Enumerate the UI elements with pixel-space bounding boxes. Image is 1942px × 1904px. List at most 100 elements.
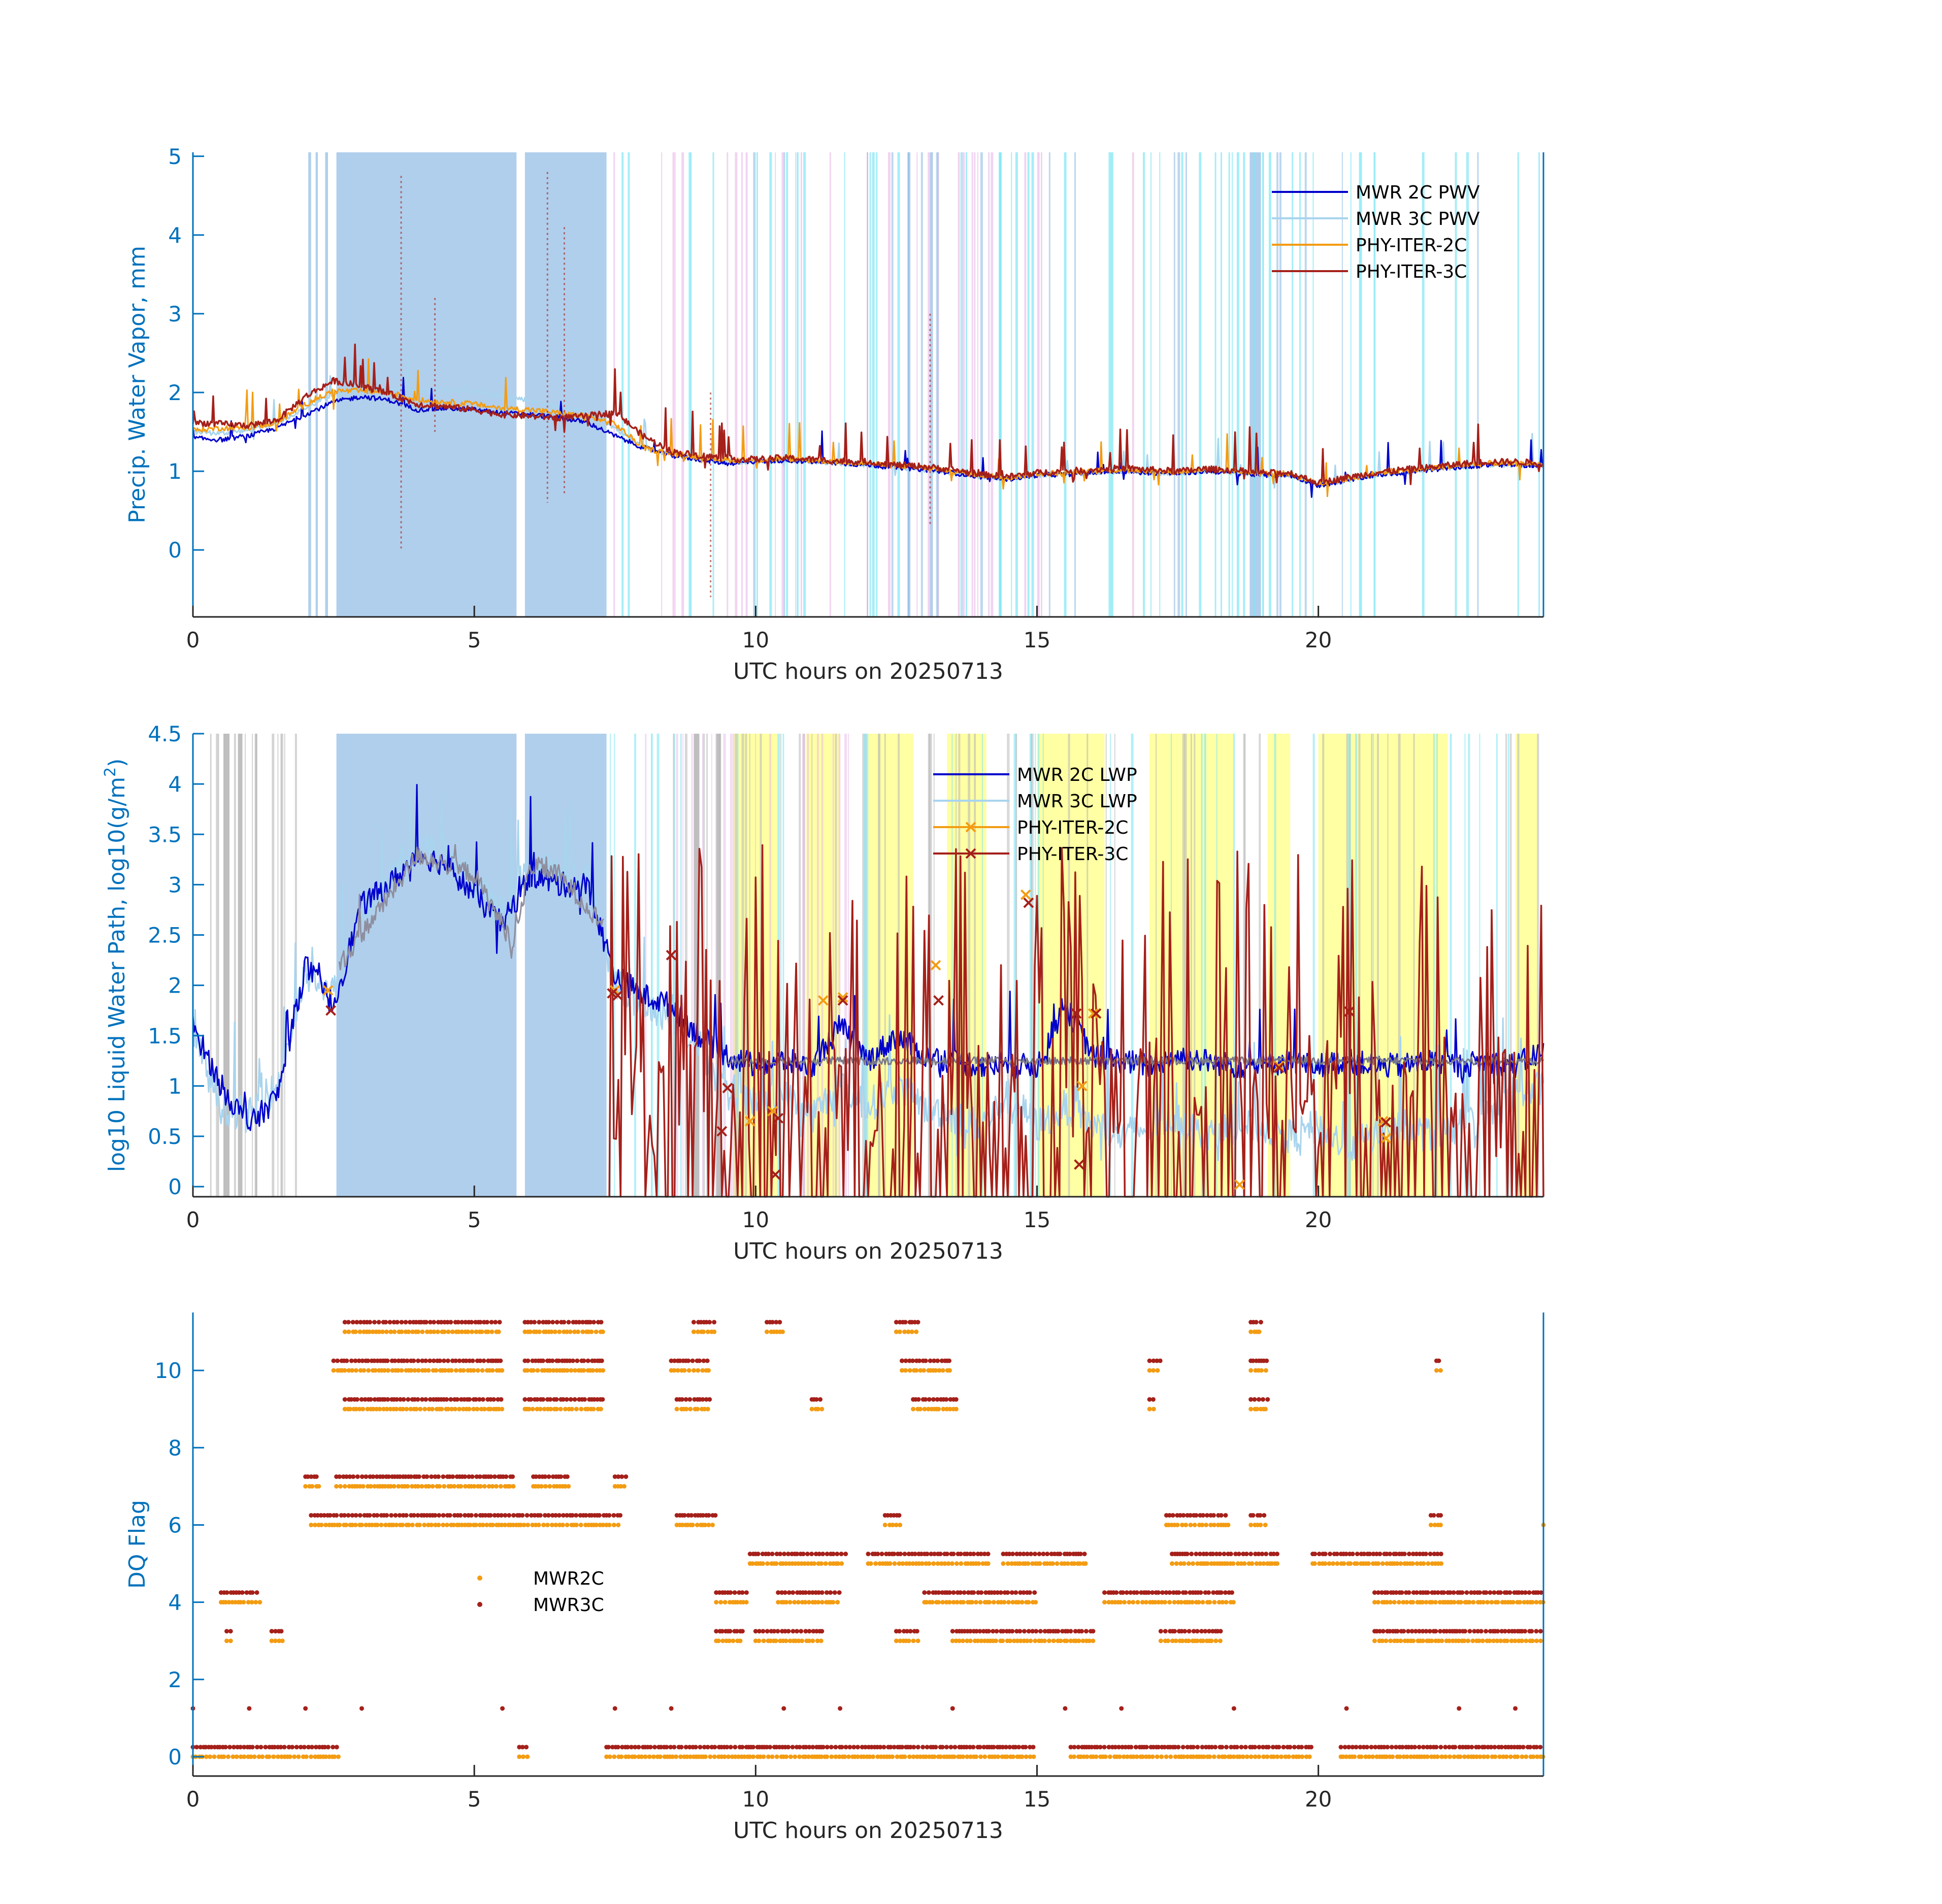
dq-point — [361, 1368, 367, 1373]
dq-point — [550, 1320, 555, 1325]
dq-point — [429, 1474, 434, 1479]
dq-point — [914, 1754, 919, 1759]
dq-point — [807, 1745, 812, 1750]
dq-point — [1243, 1745, 1248, 1750]
dq-point — [611, 1513, 616, 1518]
dq-point — [370, 1522, 375, 1527]
dq-point — [1185, 1754, 1190, 1759]
x-axis-label: UTC hours on 20250713 — [733, 1238, 1003, 1264]
dq-point — [488, 1513, 493, 1518]
dq-point — [775, 1629, 780, 1634]
dq-point — [1439, 1638, 1444, 1644]
dq-point — [334, 1513, 339, 1518]
dq-point — [728, 1745, 733, 1750]
dq-point — [1163, 1600, 1168, 1605]
phy-iter-3c-point — [612, 990, 623, 1001]
dq-point — [1006, 1600, 1011, 1605]
dq-point — [1025, 1638, 1030, 1644]
dq-point — [1207, 1754, 1212, 1759]
dq-point — [470, 1358, 475, 1363]
dq-point — [741, 1600, 746, 1605]
dq-point — [1492, 1745, 1497, 1750]
y-tick-label: 2 — [168, 380, 182, 405]
dq-point — [546, 1474, 551, 1479]
dq-point — [422, 1406, 427, 1411]
dq-point — [1201, 1638, 1206, 1644]
dq-point — [565, 1368, 570, 1373]
dq-point — [707, 1397, 712, 1402]
dq-point — [499, 1522, 504, 1527]
dq-point — [701, 1329, 706, 1334]
dq-point — [294, 1745, 299, 1750]
dq-point — [1300, 1754, 1305, 1759]
dq-point — [1512, 1638, 1518, 1644]
dq-point — [1409, 1745, 1414, 1750]
dq-point — [521, 1522, 526, 1527]
dq-point — [550, 1358, 555, 1363]
dq-point — [757, 1629, 762, 1634]
dq-point — [1477, 1754, 1483, 1759]
dq-point — [359, 1522, 364, 1527]
dq-point — [1189, 1552, 1194, 1557]
dq-point — [1214, 1552, 1219, 1557]
dq-point — [1016, 1600, 1021, 1605]
dq-point — [372, 1320, 377, 1325]
dq-point — [1173, 1754, 1178, 1759]
dq-point — [399, 1368, 404, 1373]
dq-point — [542, 1406, 547, 1411]
dq-point — [971, 1552, 976, 1557]
dq-point — [1362, 1552, 1367, 1557]
dq-point — [367, 1329, 372, 1334]
y-axis-label: DQ Flag — [124, 1500, 150, 1589]
dq-point — [372, 1358, 377, 1363]
dq-point — [337, 1474, 342, 1479]
dq-point — [911, 1406, 916, 1411]
dq-point — [353, 1329, 358, 1334]
dq-point — [463, 1320, 468, 1325]
dq-point — [1458, 1600, 1463, 1605]
dq-point — [910, 1561, 915, 1566]
dq-point — [209, 1745, 214, 1750]
dq-point — [1369, 1745, 1374, 1750]
dq-point — [953, 1638, 959, 1644]
dq-point — [381, 1406, 386, 1411]
dq-point — [925, 1552, 930, 1557]
dq-point — [1288, 1745, 1293, 1750]
dq-point — [397, 1513, 402, 1518]
dq-point — [507, 1513, 512, 1518]
dq-point — [496, 1329, 501, 1334]
dq-point — [863, 1745, 868, 1750]
dq-point — [1248, 1406, 1254, 1411]
dq-point — [322, 1745, 327, 1750]
dq-point — [831, 1552, 836, 1557]
dq-point — [1433, 1600, 1438, 1605]
dq-point — [967, 1745, 972, 1750]
dq-point — [1518, 1745, 1523, 1750]
dq-point — [924, 1561, 929, 1566]
dq-point — [1335, 1561, 1340, 1566]
dq-point — [466, 1474, 471, 1479]
dq-point — [1451, 1590, 1456, 1595]
mwr-flag-shading — [308, 152, 311, 617]
dq-point — [280, 1638, 285, 1644]
dq-point — [937, 1368, 942, 1373]
dq-point — [406, 1397, 411, 1402]
dq-point — [1150, 1590, 1155, 1595]
dq-point — [1121, 1754, 1126, 1759]
dq-point — [942, 1561, 947, 1566]
dq-point — [1224, 1600, 1229, 1605]
dq-point — [360, 1358, 365, 1363]
dq-point — [1144, 1745, 1149, 1750]
dq-point — [855, 1754, 860, 1759]
dq-point — [712, 1745, 717, 1750]
dq-point — [1009, 1590, 1014, 1595]
dq-point — [416, 1368, 421, 1373]
dq-point — [1023, 1745, 1028, 1750]
dq-point — [1380, 1638, 1385, 1644]
dq-point — [672, 1745, 677, 1750]
dq-point — [1495, 1638, 1500, 1644]
dq-point — [961, 1754, 966, 1759]
phy-iter-2c-point — [1234, 1179, 1245, 1190]
dq-point — [1401, 1754, 1406, 1759]
dq-point — [933, 1745, 938, 1750]
